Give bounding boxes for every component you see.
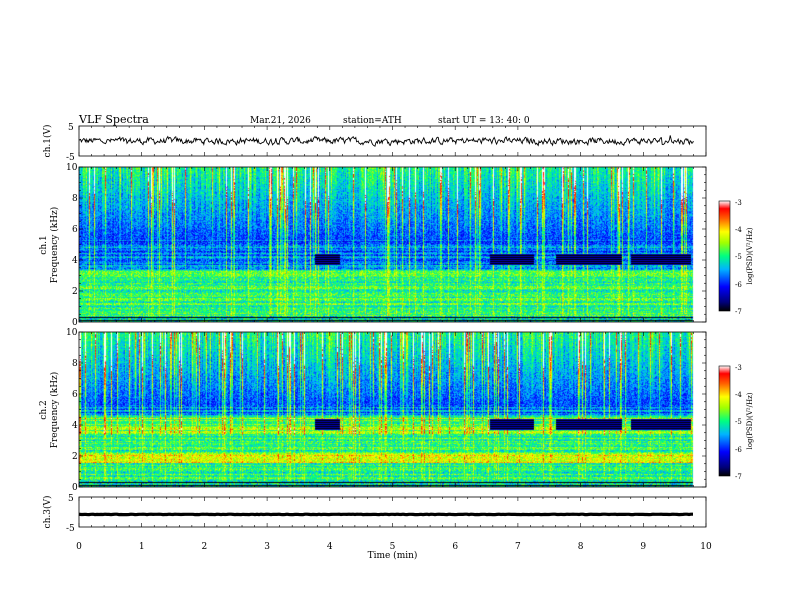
ch3-ytick-neg5: -5 bbox=[66, 524, 75, 534]
xtick-0: 0 bbox=[76, 542, 82, 552]
ch2-cb-tick-neg4: -4 bbox=[735, 391, 742, 399]
ch2-ytick-0: 0 bbox=[72, 483, 78, 493]
ch1-cb-tick-neg3: -3 bbox=[735, 199, 742, 207]
ch3-waveform-ylabel: ch.3(V) bbox=[42, 496, 53, 529]
ch2-ytick-10: 10 bbox=[66, 328, 78, 338]
ch2-ytick-2: 2 bbox=[72, 452, 78, 462]
ch1-cb-tick-neg7: -7 bbox=[735, 308, 742, 316]
ch1-spectrogram-raster bbox=[79, 167, 706, 322]
ch2-colorbar: -3 -4 -5 -6 -7 log(PSD)(V²/Hz) bbox=[718, 364, 754, 481]
xtick-8: 8 bbox=[578, 542, 584, 552]
xtick-9: 9 bbox=[640, 542, 646, 552]
ch2-colorbar-label: log(PSD)(V²/Hz) bbox=[746, 392, 754, 449]
ch2-ytick-8: 8 bbox=[72, 359, 78, 369]
xtick-3: 3 bbox=[264, 542, 270, 552]
start-ut-label: start UT = 13: 40: 0 bbox=[438, 116, 530, 126]
axis-ticks bbox=[78, 126, 707, 527]
ch1-colorbar: -3 -4 -5 -6 -7 log(PSD)(V²/Hz) bbox=[718, 199, 754, 316]
ch3-waveform-frame bbox=[78, 496, 707, 528]
xtick-6: 6 bbox=[452, 542, 458, 552]
ch1-spectrogram-frame bbox=[78, 166, 707, 323]
ch1-ytick-4: 4 bbox=[72, 256, 78, 266]
ch2-spectrogram-ylabel-line2: Frequency (kHz) bbox=[49, 372, 60, 449]
xtick-2: 2 bbox=[202, 542, 208, 552]
ch1-spectrogram-ylabel-line2: Frequency (kHz) bbox=[49, 207, 60, 284]
ch1-ytick-neg5: -5 bbox=[66, 153, 75, 163]
ch2-ytick-6: 6 bbox=[72, 390, 78, 400]
ch1-cb-tick-neg6: -6 bbox=[735, 281, 742, 289]
date-label: Mar.21, 2026 bbox=[250, 116, 311, 126]
ch1-cb-tick-neg4: -4 bbox=[735, 226, 742, 234]
xtick-4: 4 bbox=[327, 542, 333, 552]
x-tick-labels: 0 1 2 3 4 5 6 7 8 9 10 bbox=[76, 542, 712, 552]
ch1-spectrogram-ylabel: ch.1 Frequency (kHz) bbox=[39, 207, 60, 284]
ch1-ytick-6: 6 bbox=[72, 225, 78, 235]
figure-title: VLF Spectra bbox=[78, 113, 149, 126]
x-axis-label: Time (min) bbox=[368, 550, 418, 561]
ch1-ytick-0: 0 bbox=[72, 318, 78, 328]
xtick-1: 1 bbox=[139, 542, 145, 552]
ch1-ytick-8: 8 bbox=[72, 194, 78, 204]
ch2-cb-tick-neg7: -7 bbox=[735, 473, 742, 481]
ch1-waveform-line bbox=[78, 135, 694, 147]
ch2-ytick-4: 4 bbox=[72, 421, 78, 431]
ch2-spectrogram-raster bbox=[79, 332, 706, 487]
ch1-ytick-5: 5 bbox=[68, 123, 74, 133]
xtick-10: 10 bbox=[700, 542, 712, 552]
ch2-spectrogram-ylabel: ch.2 Frequency (kHz) bbox=[39, 372, 60, 449]
station-label: station=ATH bbox=[343, 116, 402, 126]
ch2-colorbar-scale bbox=[718, 365, 731, 477]
ch2-spec-yticklabels: 0 2 4 6 8 10 bbox=[66, 328, 78, 493]
ch2-spectrogram-ylabel-line1: ch.2 bbox=[39, 400, 49, 419]
xtick-5: 5 bbox=[390, 542, 396, 552]
ch1-colorbar-scale bbox=[718, 200, 731, 312]
ch3-ytick-5: 5 bbox=[68, 494, 74, 504]
ch1-ytick-10: 10 bbox=[66, 163, 78, 173]
ch1-spectrogram-ylabel-line1: ch.1 bbox=[39, 235, 49, 254]
xtick-7: 7 bbox=[515, 542, 521, 552]
ch2-spectrogram-frame bbox=[78, 331, 707, 488]
ch1-cb-tick-neg5: -5 bbox=[735, 253, 742, 261]
ch2-cb-tick-neg6: -6 bbox=[735, 446, 742, 454]
ch1-colorbar-label: log(PSD)(V²/Hz) bbox=[746, 227, 754, 284]
ch2-cb-tick-neg5: -5 bbox=[735, 418, 742, 426]
ch1-waveform-ylabel: ch.1(V) bbox=[42, 125, 53, 158]
ch1-ytick-2: 2 bbox=[72, 287, 78, 297]
ch2-cb-tick-neg3: -3 bbox=[735, 364, 742, 372]
ch1-spec-yticklabels: 0 2 4 6 8 10 bbox=[66, 163, 78, 328]
